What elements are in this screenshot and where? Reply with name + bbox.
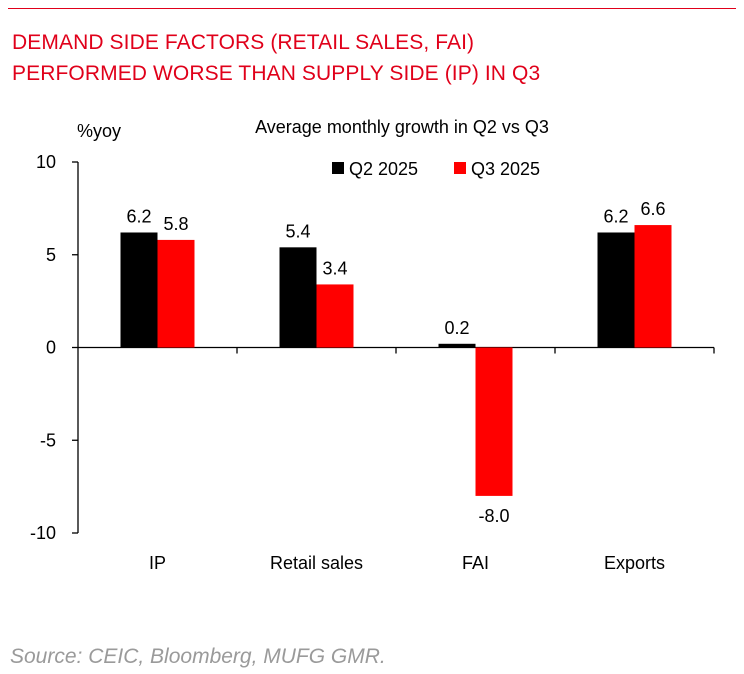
bar-chart: Average monthly growth in Q2 vs Q3 %yoy 10… [30,117,715,573]
legend-swatch [332,162,344,174]
bar-q2-2025 [597,232,635,348]
title-line-1: DEMAND SIDE FACTORS (RETAIL SALES, FAI) [12,31,475,54]
bar-q3-2025 [157,239,195,348]
legend-swatch [454,162,466,174]
legend-label: Q3 2025 [471,159,540,179]
page-title: DEMAND SIDE FACTORS (RETAIL SALES, FAI) … [12,27,540,89]
y-tick-label: -5 [40,430,56,450]
y-tick-label: 5 [46,245,56,265]
bar-q3-2025 [634,225,672,348]
bar-q3-2025 [316,284,354,348]
chart-title: Average monthly growth in Q2 vs Q3 [255,117,549,137]
x-tick-label: FAI [462,553,489,573]
y-axis-label: %yoy [77,121,121,141]
data-label: 0.2 [444,318,469,338]
data-label: 6.2 [603,206,628,226]
title-line-2: PERFORMED WORSE THAN SUPPLY SIDE (IP) IN… [12,62,541,85]
top-rule [8,8,736,9]
bar-q2-2025 [438,343,476,348]
bar-q3-2025 [475,347,513,496]
legend-label: Q2 2025 [349,159,418,179]
data-label: 5.8 [163,214,188,234]
y-tick-label: 0 [46,338,56,358]
x-tick-label: IP [149,553,166,573]
data-label: -8.0 [478,506,509,526]
y-tick-label: -10 [30,523,56,543]
data-label: 3.4 [322,258,347,278]
data-label: 5.4 [285,221,310,241]
bar-q2-2025 [120,232,158,348]
x-tick-label: Exports [604,553,665,573]
source-note: Source: CEIC, Bloomberg, MUFG GMR. [10,645,386,668]
data-label: 6.2 [126,206,151,226]
x-tick-label: Retail sales [270,553,363,573]
y-tick-label: 10 [36,152,56,172]
data-label: 6.6 [640,199,665,219]
bar-q2-2025 [279,247,317,348]
